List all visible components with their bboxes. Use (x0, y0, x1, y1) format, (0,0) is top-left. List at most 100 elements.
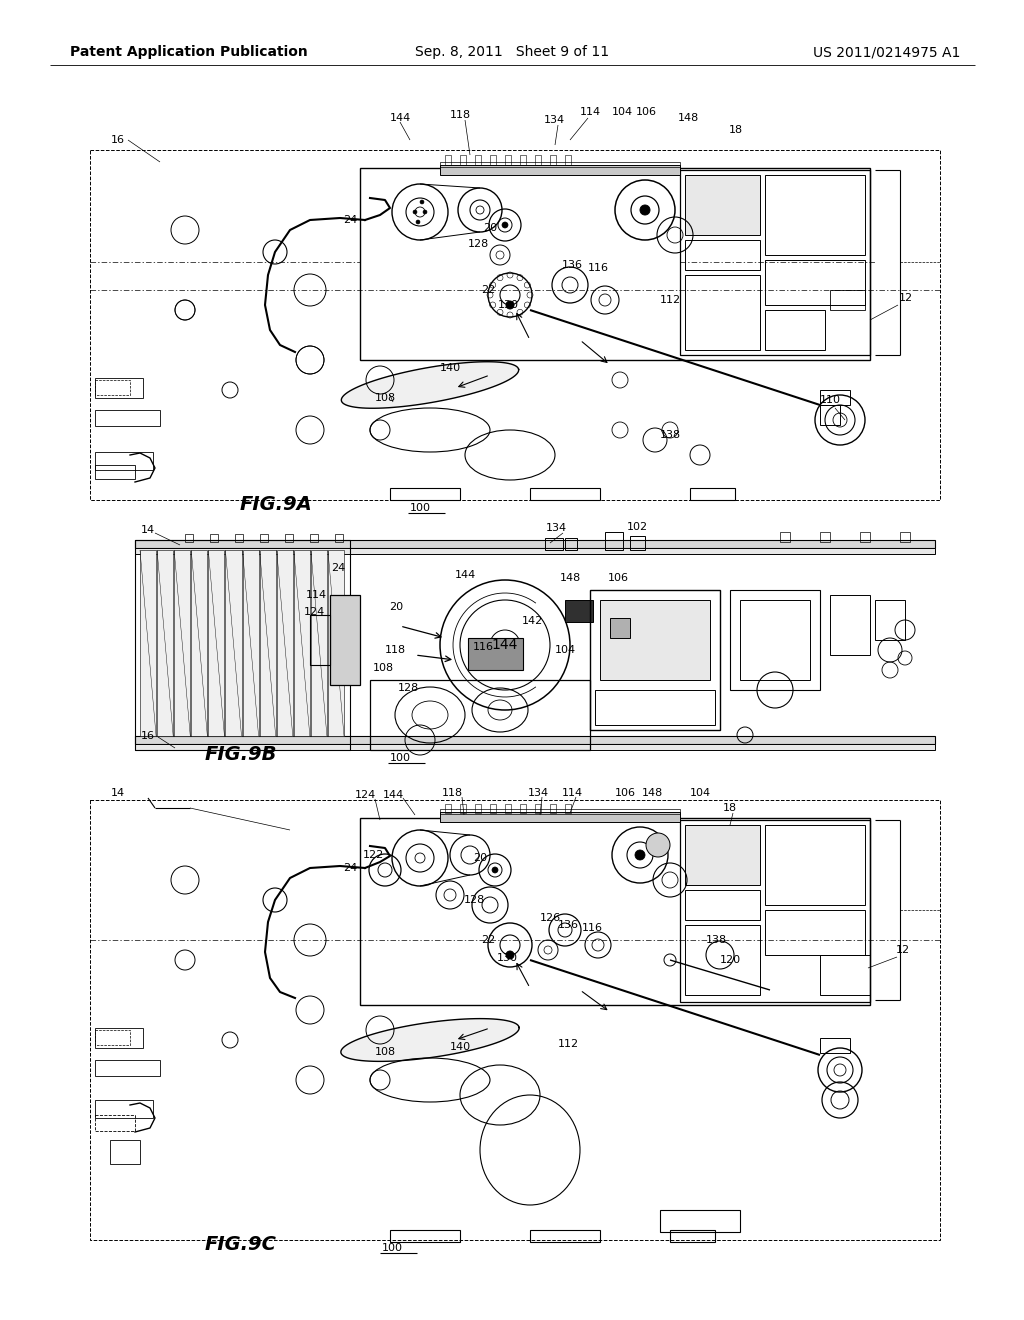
Bar (276, 550, 293, 737)
Text: 118: 118 (441, 788, 463, 799)
Text: 148: 148 (641, 788, 663, 799)
Text: FIG.9B: FIG.9B (205, 746, 278, 764)
Text: 116: 116 (472, 642, 494, 652)
Text: 120: 120 (720, 954, 740, 965)
Bar (95, 378, 143, 399)
Text: 114: 114 (580, 107, 600, 117)
Polygon shape (341, 1019, 519, 1061)
Circle shape (640, 205, 650, 215)
Circle shape (502, 222, 508, 228)
Bar (765, 310, 825, 350)
Text: 20: 20 (389, 602, 403, 612)
Text: FIG.9C: FIG.9C (205, 1234, 276, 1254)
Circle shape (415, 207, 425, 216)
Bar (360, 168, 870, 360)
Text: 116: 116 (588, 263, 608, 273)
Text: 24: 24 (331, 564, 345, 573)
Text: 134: 134 (527, 788, 549, 799)
Bar (685, 890, 760, 920)
Bar (530, 488, 600, 500)
Text: 138: 138 (706, 935, 727, 945)
Text: 148: 148 (559, 573, 581, 583)
Text: 118: 118 (450, 110, 471, 120)
Text: 12: 12 (899, 293, 913, 304)
Text: 108: 108 (373, 663, 393, 673)
Bar (874, 601, 905, 640)
Bar (95, 380, 130, 395)
Text: 106: 106 (636, 107, 656, 117)
Text: 100: 100 (390, 752, 411, 763)
Bar (670, 1230, 715, 1242)
Circle shape (476, 206, 484, 214)
Text: 12: 12 (896, 945, 910, 954)
Bar (690, 488, 735, 500)
Bar (210, 535, 218, 543)
Bar (680, 820, 870, 1002)
Text: 106: 106 (607, 573, 629, 583)
Bar (550, 154, 556, 165)
Bar (335, 535, 343, 543)
Bar (765, 176, 865, 255)
Bar (660, 1210, 740, 1232)
Bar (370, 680, 590, 750)
Bar (110, 1140, 140, 1164)
Text: 142: 142 (521, 616, 543, 626)
Bar (135, 737, 935, 744)
Bar (565, 154, 571, 165)
Text: 134: 134 (544, 115, 564, 125)
Bar (595, 690, 715, 725)
Text: 20: 20 (473, 853, 487, 863)
Bar (440, 809, 680, 814)
Bar (565, 539, 577, 550)
Bar (311, 550, 327, 737)
Bar (505, 154, 511, 165)
Bar (505, 804, 511, 813)
Text: 24: 24 (343, 215, 357, 224)
Bar (95, 451, 153, 470)
Circle shape (492, 867, 498, 873)
Text: 144: 144 (492, 638, 518, 652)
Bar (460, 804, 466, 813)
Bar (830, 595, 870, 655)
Bar (490, 804, 496, 813)
Bar (685, 275, 760, 350)
Text: US 2011/0214975 A1: US 2011/0214975 A1 (813, 45, 961, 59)
Text: 134: 134 (546, 523, 566, 533)
Circle shape (646, 833, 670, 857)
Bar (445, 804, 451, 813)
Circle shape (506, 950, 514, 960)
Text: 16: 16 (141, 731, 155, 741)
Bar (259, 550, 275, 737)
Bar (440, 165, 680, 176)
Text: 136: 136 (561, 260, 583, 271)
Text: 108: 108 (375, 393, 395, 403)
Bar (95, 1100, 153, 1118)
Text: 136: 136 (557, 920, 579, 931)
Bar (135, 744, 935, 750)
Text: 18: 18 (723, 803, 737, 813)
Text: 16: 16 (111, 135, 125, 145)
Bar (174, 550, 190, 737)
Text: 122: 122 (362, 850, 384, 861)
Bar (135, 540, 350, 750)
Circle shape (416, 220, 420, 224)
Bar (860, 532, 870, 543)
Text: 128: 128 (397, 682, 419, 693)
Text: 140: 140 (439, 363, 461, 374)
Text: 112: 112 (659, 294, 681, 305)
Bar (294, 550, 310, 737)
Bar (135, 548, 935, 554)
Text: 110: 110 (819, 395, 841, 405)
Text: 128: 128 (467, 239, 488, 249)
Bar (765, 260, 865, 305)
Bar (630, 536, 645, 550)
Text: 144: 144 (455, 570, 475, 579)
Bar (390, 488, 460, 500)
Bar (730, 590, 820, 690)
Bar (830, 290, 865, 310)
Text: 20: 20 (483, 223, 497, 234)
Bar (900, 532, 910, 543)
Text: 104: 104 (554, 645, 575, 655)
Bar (535, 804, 541, 813)
Bar (185, 535, 193, 543)
